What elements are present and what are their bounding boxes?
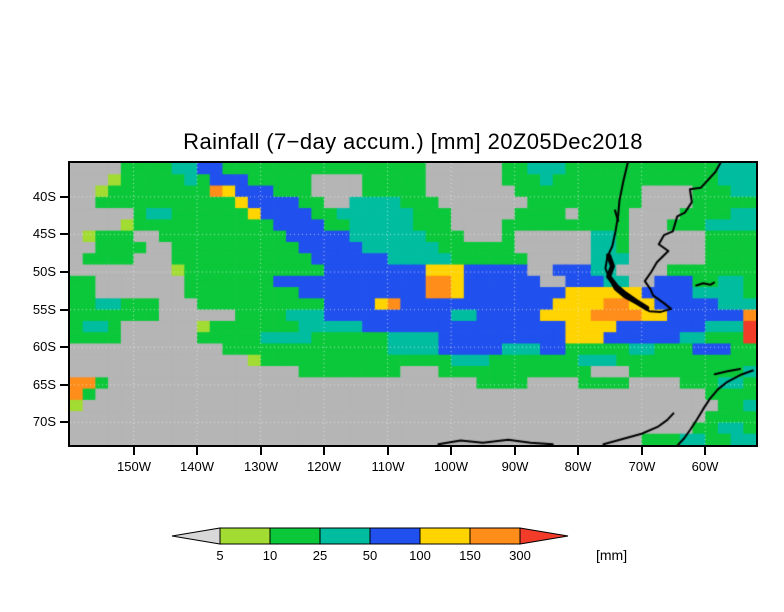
colorbar-segment: [419, 527, 471, 545]
x-axis-tick-label: 110W: [371, 459, 405, 474]
x-axis-tick-label: 70W: [628, 459, 656, 474]
colorbar-tick-label: 300: [509, 548, 531, 563]
colorbar-segment: [269, 527, 321, 545]
colorbar-tick-label: 5: [216, 548, 223, 563]
colorbar-tick-label: 100: [409, 548, 431, 563]
x-axis-tick: [577, 447, 579, 455]
y-axis-tick: [60, 271, 68, 273]
colorbar-tick-label: 150: [459, 548, 481, 563]
colorbar-overflow-arrow: [519, 527, 569, 545]
x-axis-tick: [133, 447, 135, 455]
colorbar-segment: [219, 527, 271, 545]
x-axis-tick-label: 80W: [564, 459, 592, 474]
y-axis-tick: [60, 384, 68, 386]
y-axis-tick: [60, 233, 68, 235]
y-axis-tick: [60, 196, 68, 198]
colorbar-tick-label: 50: [363, 548, 377, 563]
x-axis-tick-label: 130W: [244, 459, 278, 474]
x-axis-tick-label: 90W: [501, 459, 529, 474]
x-axis-tick-label: 150W: [117, 459, 151, 474]
y-axis-tick-label: 45S: [32, 226, 56, 241]
colorbar-units-label: [mm]: [596, 547, 627, 563]
x-axis-tick: [196, 447, 198, 455]
x-axis-tick-label: 120W: [307, 459, 341, 474]
y-axis-tick: [60, 421, 68, 423]
colorbar-segment: [319, 527, 371, 545]
y-axis-tick-label: 55S: [32, 302, 56, 317]
x-axis-tick-label: 100W: [434, 459, 468, 474]
colorbar: 5 10 25 50 100 150 300 [mm]: [171, 527, 627, 563]
colorbar-tick-label: 25: [313, 548, 327, 563]
y-axis-tick-label: 60S: [32, 339, 56, 354]
y-axis-tick: [60, 346, 68, 348]
x-axis-tick: [323, 447, 325, 455]
colorbar-segment: [469, 527, 521, 545]
y-axis-tick-label: 65S: [32, 377, 56, 392]
x-axis-tick: [260, 447, 262, 455]
y-axis-tick-label: 70S: [32, 414, 56, 429]
x-axis-tick-label: 140W: [180, 459, 214, 474]
x-axis-tick: [704, 447, 706, 455]
rainfall-heatmap-canvas: [70, 163, 756, 445]
x-axis-tick: [387, 447, 389, 455]
colorbar-segment: [369, 527, 421, 545]
y-axis-tick-label: 40S: [32, 189, 56, 204]
colorbar-underflow-arrow: [171, 527, 221, 545]
x-axis-tick: [641, 447, 643, 455]
x-axis-tick: [450, 447, 452, 455]
x-axis-tick-label: 60W: [691, 459, 719, 474]
chart-title: Rainfall (7−day accum.) [mm] 20Z05Dec201…: [183, 129, 643, 154]
y-axis-tick: [60, 309, 68, 311]
y-axis-tick-label: 50S: [32, 264, 56, 279]
colorbar-tick-label: 10: [263, 548, 277, 563]
x-axis-tick: [514, 447, 516, 455]
